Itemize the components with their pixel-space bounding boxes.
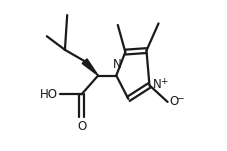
Text: N: N [153,78,161,91]
Text: +: + [159,77,167,86]
Text: O: O [169,95,178,108]
Polygon shape [82,59,98,76]
Text: HO: HO [40,88,58,101]
Text: O: O [76,120,86,133]
Text: −: − [175,94,184,104]
Text: N: N [112,58,121,71]
